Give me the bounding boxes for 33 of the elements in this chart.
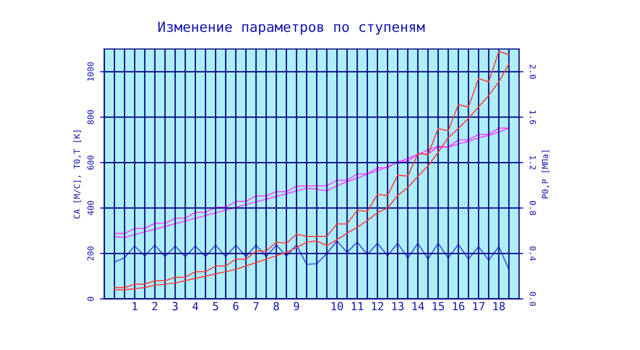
x-tick-label: 5: [213, 302, 218, 310]
x-tick-label: 18: [493, 302, 505, 310]
y2-axis-title: P0,P [MПа]: [542, 150, 550, 198]
x-tick-label: 8: [274, 302, 279, 310]
x-tick-label: 10: [332, 302, 343, 310]
x-tick-label: 9: [294, 302, 300, 310]
y2-tick-label: 0.0: [530, 292, 536, 306]
x-tick-label: 17: [473, 302, 484, 310]
y2-tick-label: 2.0: [530, 64, 536, 79]
x-tick-label: 14: [412, 302, 424, 310]
x-tick-label: 7: [253, 302, 259, 310]
x-tick-label: 13: [392, 302, 404, 310]
x-tick-label: 16: [452, 302, 464, 310]
x-tick-label: 2: [152, 302, 158, 310]
y-axis-title: CA [M/C], T0,T [K]: [74, 130, 82, 219]
y-tick-label: 200: [87, 246, 94, 260]
y-tick-label: 0: [87, 296, 94, 301]
chart-title: Изменение параметров по ступеням: [158, 22, 425, 35]
x-tick-label: 15: [432, 302, 444, 310]
y-tick-label: 1000: [87, 62, 94, 81]
x-tick-label: 6: [233, 302, 238, 310]
y-tick-label: 800: [87, 110, 94, 124]
y-tick-label: 600: [87, 156, 94, 170]
y-tick-label: 400: [87, 201, 94, 216]
x-tick-label: 11: [352, 302, 364, 310]
y2-tick-label: 0.4: [530, 246, 536, 261]
y2-tick-label: 0.8: [530, 201, 536, 216]
x-tick-label: 3: [172, 302, 178, 310]
x-tick-label: 1: [132, 302, 138, 310]
x-tick-label: 4: [192, 302, 198, 310]
y2-tick-label: 1.6: [530, 110, 536, 124]
y2-tick-label: 1.2: [530, 156, 536, 170]
x-tick-label: 12: [372, 302, 384, 310]
